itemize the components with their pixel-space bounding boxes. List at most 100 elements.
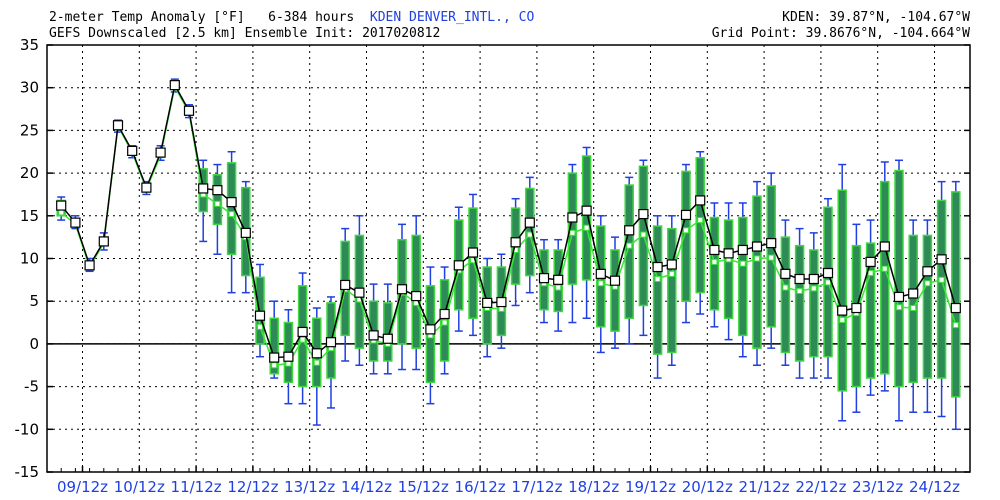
- mean-marker: [609, 275, 621, 286]
- mean-marker: [467, 247, 479, 258]
- mean-marker: [240, 227, 251, 238]
- mean-marker: [851, 302, 862, 314]
- median-marker: [228, 211, 235, 218]
- y-tick-label: -15: [15, 463, 40, 481]
- mean-marker: [766, 238, 777, 249]
- mean-marker: [723, 248, 734, 259]
- mean-marker: [666, 259, 677, 270]
- median-marker: [626, 242, 633, 249]
- ensemble-box: [212, 174, 223, 226]
- y-tick-label: -5: [24, 378, 39, 396]
- median-marker: [768, 254, 775, 261]
- mean-marker: [396, 284, 408, 295]
- median-marker: [654, 275, 661, 282]
- median-marker: [825, 279, 831, 286]
- x-tick-label: 15/12z: [398, 478, 449, 496]
- ensemble-box: [738, 216, 748, 337]
- ensemble-box: [865, 242, 876, 379]
- mean-marker: [822, 267, 834, 279]
- y-tick-label: -10: [15, 420, 40, 438]
- y-tick-label: 10: [20, 250, 39, 268]
- ensemble-box: [667, 227, 677, 354]
- median-marker: [952, 322, 959, 329]
- mean-marker: [865, 256, 876, 268]
- y-tick-label: 20: [20, 164, 39, 182]
- x-tick-label: 20/12z: [682, 478, 733, 496]
- station-link[interactable]: KDEN DENVER_INTL., CO: [369, 10, 535, 25]
- x-tick-label: 13/12z: [284, 478, 335, 496]
- mean-marker: [112, 120, 124, 131]
- x-tick-label: 22/12z: [795, 478, 846, 496]
- median-marker: [796, 287, 803, 294]
- mean-marker: [482, 297, 493, 309]
- mean-marker: [283, 351, 294, 362]
- mean-marker: [269, 352, 280, 363]
- median-marker: [683, 227, 689, 234]
- mean-marker: [439, 308, 450, 320]
- mean-marker: [950, 302, 961, 314]
- mean-marker: [325, 337, 337, 348]
- mean-marker: [254, 310, 266, 321]
- mean-marker: [780, 268, 791, 279]
- mean-marker: [893, 291, 905, 303]
- mean-marker: [56, 200, 67, 211]
- x-tick-label: 17/12z: [511, 478, 562, 496]
- mean-marker: [538, 273, 550, 284]
- x-tick-label: 12/12z: [227, 478, 278, 496]
- median-marker: [839, 316, 846, 323]
- median-marker: [810, 285, 817, 292]
- ensemble-box: [936, 199, 947, 379]
- grid-point-coordinates: Grid Point: 39.8676°N, -104.664°W: [711, 26, 970, 41]
- median-marker: [739, 260, 746, 267]
- station-coordinates: KDEN: 39.87°N, -104.67°W: [782, 10, 970, 25]
- y-tick-label: 0: [29, 335, 39, 353]
- median-marker: [697, 217, 704, 224]
- mean-marker: [680, 209, 692, 221]
- x-tick-label: 18/12z: [568, 478, 619, 496]
- y-tick-label: 35: [20, 36, 39, 54]
- ensemble-box: [809, 249, 819, 358]
- y-tick-label: 5: [29, 292, 39, 310]
- mean-marker: [340, 279, 351, 291]
- ensemble-box: [255, 276, 265, 345]
- mean-marker: [70, 217, 81, 228]
- mean-marker: [453, 260, 464, 271]
- x-tick-label: 11/12z: [171, 478, 222, 496]
- ensemble-box: [624, 184, 634, 320]
- y-tick-label: 30: [20, 79, 39, 97]
- y-tick-label: 25: [20, 121, 39, 139]
- median-marker: [583, 224, 590, 231]
- mean-marker: [425, 324, 436, 335]
- mean-marker: [155, 147, 166, 158]
- y-tick-label: 15: [20, 207, 39, 225]
- mean-marker: [141, 182, 152, 193]
- ensemble-box: [567, 172, 578, 285]
- ensemble-box: [894, 169, 904, 388]
- median-marker: [668, 270, 675, 277]
- mean-marker: [751, 241, 763, 252]
- ensemble-box: [837, 189, 847, 392]
- mean-marker: [212, 185, 223, 196]
- ensemble-box: [951, 191, 961, 398]
- mean-marker: [311, 348, 322, 359]
- median-marker: [896, 304, 902, 311]
- x-tick-label: 21/12z: [739, 478, 790, 496]
- plot-frame: [46, 44, 971, 473]
- ensemble-box: [723, 219, 734, 320]
- mean-marker: [183, 105, 195, 116]
- mean-marker: [382, 333, 393, 344]
- median-marker: [938, 276, 945, 283]
- mean-marker: [595, 268, 606, 279]
- mean-marker: [624, 225, 635, 236]
- mean-marker: [936, 254, 947, 265]
- mean-marker: [510, 237, 521, 248]
- x-tick-label: 16/12z: [455, 478, 506, 496]
- title-line-1: 2-meter Temp Anomaly [°F] 6-384 hours KD…: [49, 10, 534, 26]
- mean-marker: [922, 266, 933, 277]
- mean-marker: [524, 217, 535, 228]
- mean-marker: [127, 145, 138, 156]
- chart-subtitle: GEFS Downscaled [2.5 km] Ensemble Init: …: [49, 26, 441, 41]
- ensemble-box: [652, 225, 663, 355]
- mean-marker: [553, 274, 564, 285]
